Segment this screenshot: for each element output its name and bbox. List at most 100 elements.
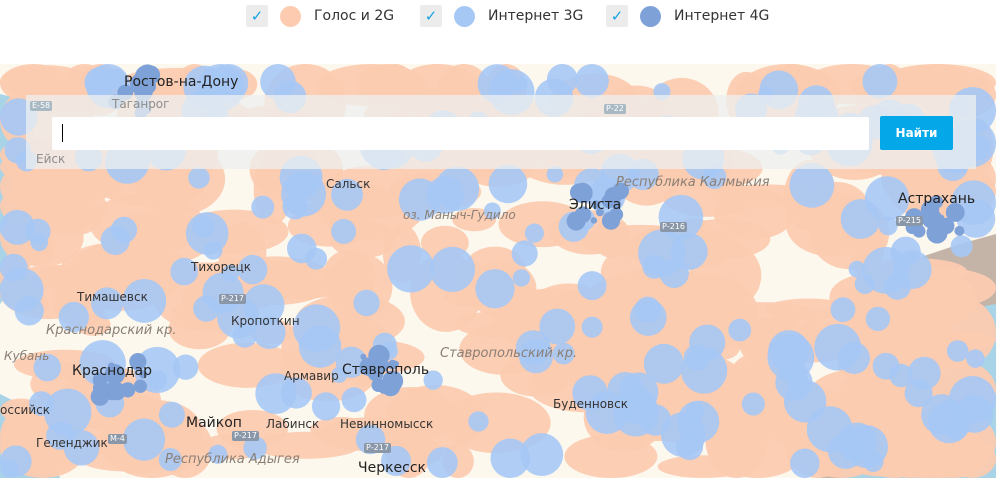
coverage-3g-area bbox=[468, 411, 489, 432]
coverage-3g-area bbox=[0, 268, 44, 312]
search-input[interactable] bbox=[52, 117, 869, 150]
coverage-3g-area bbox=[539, 308, 576, 345]
coverage-3g-area bbox=[483, 202, 501, 220]
coverage-4g-area bbox=[921, 218, 929, 225]
coverage-3g-area bbox=[0, 459, 19, 478]
road-sign: Р-217 bbox=[232, 431, 259, 441]
coverage-3g-area bbox=[305, 247, 328, 270]
coverage-3g-area bbox=[966, 349, 985, 368]
coverage-2g-area bbox=[765, 298, 852, 320]
color-swatch-4g bbox=[640, 5, 661, 27]
coverage-3g-area bbox=[426, 447, 458, 478]
coverage-3g-area bbox=[685, 402, 704, 422]
coverage-3g-area bbox=[122, 418, 166, 461]
coverage-3g-area bbox=[946, 340, 969, 362]
coverage-3g-area bbox=[581, 316, 603, 338]
region-label: Республика Калмыкия bbox=[616, 175, 770, 190]
region-label: Ставропольский кр. bbox=[440, 346, 578, 361]
coverage-3g-area bbox=[862, 64, 898, 99]
coverage-3g-area bbox=[790, 448, 820, 478]
coverage-3g-area bbox=[188, 167, 210, 189]
coverage-3g-area bbox=[381, 445, 412, 476]
coverage-3g-area bbox=[243, 436, 267, 460]
search-button[interactable]: Найти bbox=[880, 116, 953, 150]
coverage-4g-area bbox=[954, 225, 965, 236]
city-label: Геленджик bbox=[36, 436, 108, 450]
coverage-3g-area bbox=[642, 254, 667, 279]
coverage-2g-area bbox=[882, 329, 996, 351]
coverage-3g-area bbox=[331, 218, 357, 244]
coverage-4g-area bbox=[590, 217, 598, 224]
coverage-3g-area bbox=[741, 392, 765, 416]
coverage-3g-area bbox=[490, 438, 530, 478]
coverage-3g-area bbox=[670, 233, 708, 270]
coverage-3g-area bbox=[658, 194, 704, 240]
legend-item-3g[interactable]: ✓ Интернет 3G bbox=[420, 3, 583, 29]
coverage-3g-area bbox=[518, 339, 554, 374]
city-label: Элиста bbox=[569, 197, 622, 213]
city-label: Ростов-на-Дону bbox=[124, 74, 239, 90]
coverage-3g-area bbox=[237, 254, 268, 285]
coverage-3g-area bbox=[158, 401, 185, 428]
city-label: Краснодар bbox=[72, 363, 152, 379]
coverage-4g-area bbox=[566, 211, 586, 231]
region-label: Краснодарский кр. bbox=[46, 323, 177, 338]
text-caret bbox=[62, 124, 63, 142]
coverage-3g-area bbox=[260, 64, 296, 100]
coverage-3g-area bbox=[884, 272, 912, 300]
coverage-3g-area bbox=[475, 269, 515, 309]
coverage-3g-area bbox=[429, 246, 475, 293]
legend-item-2g[interactable]: ✓ Голос и 2G bbox=[246, 3, 394, 29]
coverage-3g-area bbox=[889, 363, 913, 388]
coverage-3g-area bbox=[353, 289, 380, 317]
coverage-3g-area bbox=[848, 260, 866, 278]
coverage-3g-area bbox=[122, 279, 167, 323]
check-icon: ✓ bbox=[250, 7, 264, 25]
city-label: Черкесск bbox=[358, 460, 427, 476]
coverage-4g-area bbox=[929, 195, 944, 209]
checkbox-3g[interactable]: ✓ bbox=[420, 5, 442, 27]
legend-label-4g: Интернет 4G bbox=[674, 8, 770, 24]
road-sign: Р-217 bbox=[219, 294, 246, 304]
city-label: Буденновск bbox=[553, 397, 628, 411]
coverage-3g-area bbox=[251, 195, 275, 219]
city-label: Астрахань bbox=[898, 191, 976, 207]
coverage-3g-area bbox=[293, 304, 341, 352]
coverage-4g-area bbox=[359, 357, 379, 376]
coverage-4g-area bbox=[601, 211, 621, 230]
coverage-3g-area bbox=[170, 257, 199, 286]
coverage-4g-area bbox=[387, 359, 398, 370]
coverage-3g-area bbox=[814, 323, 862, 371]
coverage-3g-area bbox=[63, 430, 100, 466]
coverage-3g-area bbox=[311, 392, 341, 421]
coverage-3g-area bbox=[783, 380, 827, 423]
coverage-3g-area bbox=[683, 344, 710, 371]
coverage-4g-area bbox=[104, 364, 125, 385]
coverage-3g-area bbox=[618, 372, 659, 412]
city-label: Невинномысск bbox=[340, 417, 434, 431]
coverage-3g-area bbox=[904, 379, 933, 408]
coverage-3g-area bbox=[524, 223, 544, 243]
coverage-3g-area bbox=[702, 165, 727, 190]
city-label: Сальск bbox=[326, 177, 371, 191]
coverage-4g-area bbox=[129, 352, 147, 371]
coverage-3g-area bbox=[426, 175, 465, 214]
coverage-3g-area bbox=[43, 388, 92, 436]
coverage-3g-area bbox=[577, 271, 607, 301]
coverage-3g-area bbox=[837, 422, 878, 463]
legend-item-4g[interactable]: ✓ Интернет 4G bbox=[606, 3, 769, 29]
coverage-4g-area bbox=[934, 214, 946, 226]
coverage-3g-area bbox=[281, 171, 327, 217]
checkbox-2g[interactable]: ✓ bbox=[246, 5, 268, 27]
coverage-3g-area bbox=[91, 287, 124, 320]
city-label: Тихорецк bbox=[191, 260, 251, 274]
coverage-4g-area bbox=[612, 200, 622, 210]
coverage-3g-area bbox=[203, 241, 223, 260]
color-swatch-2g bbox=[280, 5, 301, 27]
coverage-3g-area bbox=[423, 370, 443, 390]
coverage-legend: ✓ Голос и 2G ✓ Интернет 3G ✓ Интернет 4G bbox=[0, 0, 996, 64]
coverage-4g-area bbox=[572, 182, 593, 204]
coverage-3g-area bbox=[956, 199, 996, 238]
city-label: Тимашевск bbox=[77, 290, 148, 304]
checkbox-4g[interactable]: ✓ bbox=[606, 5, 628, 27]
